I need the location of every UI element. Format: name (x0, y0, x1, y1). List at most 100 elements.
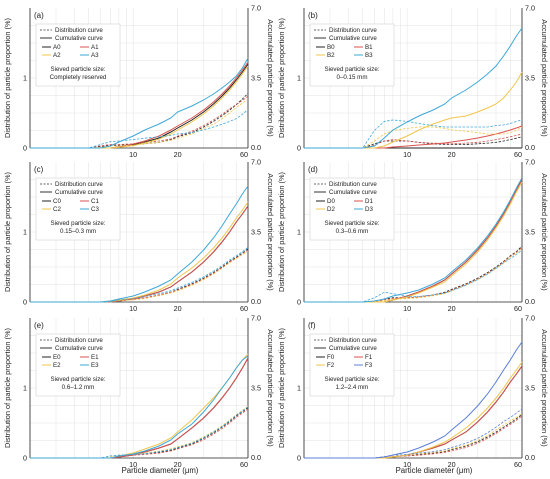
legend-distribution-label: Distribution curve (55, 337, 103, 344)
y-right-tick-label: 0.0 (251, 453, 261, 462)
x-tick-label: 20 (448, 460, 456, 469)
legend-cumulative-label: Cumulative curve (55, 345, 103, 352)
x-tick-label: 60 (240, 150, 248, 159)
distribution-line-B2 (304, 126, 523, 149)
legend-sieve-value: 0.3–0.6 mm (336, 228, 369, 235)
y-right-tick-label: 7.0 (525, 158, 535, 167)
distribution-line-A3 (30, 109, 249, 149)
cumulative-line-A3 (30, 57, 249, 149)
legend-series-label: D3 (365, 206, 373, 213)
y-left-tick-label: 1 (23, 74, 27, 83)
cumulative-line-B1 (304, 125, 523, 149)
legend-series-label: A1 (91, 44, 99, 51)
y-left-tick-label: 1 (23, 384, 27, 393)
y-right-tick-label: 3.5 (251, 384, 261, 393)
y-right-axis-label: Accumulated particle proportion (%) (266, 173, 275, 290)
y-left-tick-label: 0 (297, 298, 301, 307)
legend-series-label: E1 (91, 354, 99, 361)
y-right-tick-label: 0.0 (525, 297, 535, 306)
x-axis-label-left: Particle diameter (μm) (122, 466, 199, 475)
y-left-tick-label: 1 (297, 228, 301, 237)
y-right-tick-label: 0.0 (251, 143, 261, 152)
y-right-tick-label: 3.5 (525, 384, 535, 393)
legend-series-label: C3 (91, 206, 99, 213)
y-right-axis-label: Accumulated particle proportion (%) (266, 329, 275, 446)
cumulative-line-F3 (304, 341, 523, 459)
y-right-tick-label: 0.0 (251, 297, 261, 306)
cumulative-line-D3 (304, 177, 523, 303)
legend-series-label: B0 (327, 44, 335, 51)
legend-series-label: D2 (327, 206, 335, 213)
panel-a: (a) 10 20 60 0 1 0.0 3.5 7.0 Distribution of part… (3, 4, 275, 160)
panel-label: (c) (34, 165, 44, 174)
distribution-line-B0 (304, 136, 523, 149)
y-right-axis-label: Accumulated particle proportion (%) (540, 19, 549, 136)
y-right-tick-label: 7.0 (251, 158, 261, 167)
y-left-axis-label: Distribution of particle proportion (%) (277, 328, 286, 448)
x-tick-label: 60 (240, 304, 248, 313)
legend-distribution-label: Distribution curve (55, 181, 103, 188)
y-right-tick-label: 3.5 (251, 228, 261, 237)
y-right-axis-label: Accumulated particle proportion (%) (540, 329, 549, 446)
legend-sieve-value: 1.2–2.4 mm (336, 384, 369, 391)
y-right-tick-label: 7.0 (251, 314, 261, 323)
y-left-axis-label: Distribution of particle proportion (%) (3, 18, 12, 138)
legend-sieve-heading: Sieved particle size: (50, 66, 105, 73)
legend-series-label: A0 (53, 44, 61, 51)
distribution-line-A2 (30, 98, 249, 149)
legend-cumulative-label: Cumulative curve (329, 345, 377, 352)
legend-series-label: E2 (53, 362, 61, 369)
y-right-tick-label: 7.0 (525, 314, 535, 323)
x-tick-label: 10 (129, 460, 137, 469)
x-tick-label: 10 (403, 460, 411, 469)
x-tick-label: 60 (514, 460, 522, 469)
legend-series-label: F1 (365, 354, 373, 361)
legend-series-label: B2 (327, 52, 335, 59)
y-left-tick-label: 0 (297, 454, 301, 463)
legend-series-label: F0 (327, 354, 335, 361)
cumulative-line-E3 (30, 355, 249, 459)
distribution-line-F0 (304, 414, 523, 459)
legend-sieve-heading: Sieved particle size: (50, 220, 105, 227)
x-tick-label: 10 (129, 150, 137, 159)
legend-cumulative-label: Cumulative curve (329, 35, 377, 42)
cumulative-line-C3 (30, 185, 249, 303)
distribution-line-A0 (30, 93, 249, 149)
legend-sieve-value: Completely reserved (50, 74, 107, 81)
legend-series-label: C2 (53, 206, 61, 213)
legend-sieve-heading: Sieved particle size: (324, 220, 379, 227)
y-left-tick-label: 0 (297, 144, 301, 153)
legend-distribution-label: Distribution curve (55, 27, 103, 34)
legend-distribution-label: Distribution curve (329, 27, 377, 34)
legend-distribution-label: Distribution curve (329, 337, 377, 344)
y-right-tick-label: 3.5 (525, 74, 535, 83)
legend-series-label: A3 (91, 52, 99, 59)
panel-b: (b) 10 20 60 0 1 0.0 3.5 7.0 Distribution of part… (277, 4, 549, 160)
x-tick-label: 20 (174, 460, 182, 469)
y-right-axis-label: Accumulated particle proportion (%) (266, 19, 275, 136)
y-left-tick-label: 1 (297, 384, 301, 393)
legend-series-label: D0 (327, 198, 335, 205)
legend-series-label: F2 (327, 362, 335, 369)
y-left-tick-label: 0 (23, 144, 27, 153)
y-right-tick-label: 7.0 (525, 4, 535, 13)
legend-sieve-heading: Sieved particle size: (324, 376, 379, 383)
legend-cumulative-label: Cumulative curve (55, 189, 103, 196)
legend-cumulative-label: Cumulative curve (55, 35, 103, 42)
legend-series-label: F3 (365, 362, 373, 369)
y-left-axis-label: Distribution of particle proportion (%) (3, 328, 12, 448)
x-tick-label: 20 (448, 150, 456, 159)
legend-sieve-value: 0–0.15 mm (337, 74, 368, 81)
legend-series-label: C0 (53, 198, 61, 205)
y-left-tick-label: 0 (23, 298, 27, 307)
legend-series-label: E3 (91, 362, 99, 369)
legend-series-label: B3 (365, 52, 373, 59)
y-right-tick-label: 0.0 (525, 453, 535, 462)
x-tick-label: 60 (240, 460, 248, 469)
